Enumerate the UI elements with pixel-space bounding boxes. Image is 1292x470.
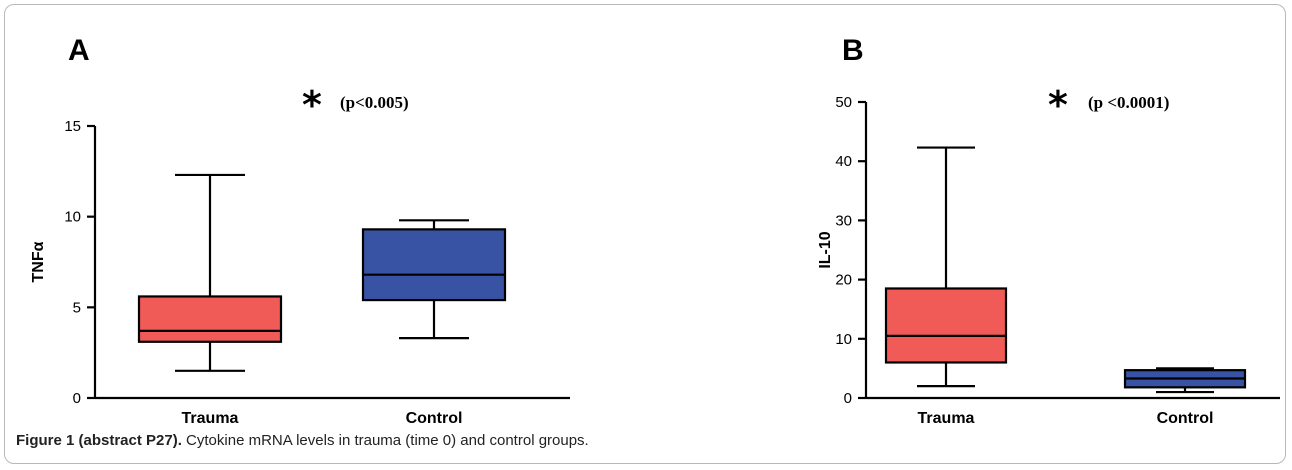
panel-b-y-tick-label: 30 [835, 212, 852, 229]
panel-b-y-tick-label: 20 [835, 272, 852, 289]
panel-b-significance-text: (p <0.0001) [1088, 93, 1169, 112]
panel-b-y-tick-label: 50 [835, 94, 852, 111]
panel-b-significance-star: * [1048, 83, 1068, 127]
figure-caption: Figure 1 (abstract P27). Cytokine mRNA l… [16, 432, 589, 449]
panel-b-letter: B [842, 34, 864, 67]
panel-a-y-tick-label: 15 [64, 118, 81, 135]
panel-a-control-category-label: Control [406, 410, 463, 427]
panel-a-letter: A [68, 34, 90, 67]
panel-a-y-tick-label: 0 [73, 390, 81, 407]
panel-b-y-tick-label: 10 [835, 331, 852, 348]
panel-a-trauma-category-label: Trauma [182, 410, 239, 427]
caption-bold: Figure 1 (abstract P27). [16, 432, 182, 449]
panel-a-y-tick-label: 10 [64, 209, 81, 226]
panel-b-trauma-category-label: Trauma [918, 410, 975, 427]
panel-b-control-category-label: Control [1157, 410, 1214, 427]
panel-b-trauma-box [884, 287, 1008, 364]
panel-b-y-axis-label: IL-10 [817, 231, 834, 268]
caption-text: Cytokine mRNA levels in trauma (time 0) … [181, 432, 589, 449]
panel-b-y-tick-label: 0 [844, 390, 852, 407]
panel-a-significance-text: (p<0.005) [340, 93, 409, 112]
panel-a-trauma-box [137, 295, 283, 343]
panel-a-y-tick-label: 5 [73, 299, 81, 316]
panel-a-significance-star: * [302, 83, 322, 127]
panel-a-control-box [361, 228, 507, 302]
panel-b-y-tick-label: 40 [835, 153, 852, 170]
figure-frame [4, 4, 1286, 464]
panel-a-y-axis-label: TNFα [30, 241, 47, 282]
